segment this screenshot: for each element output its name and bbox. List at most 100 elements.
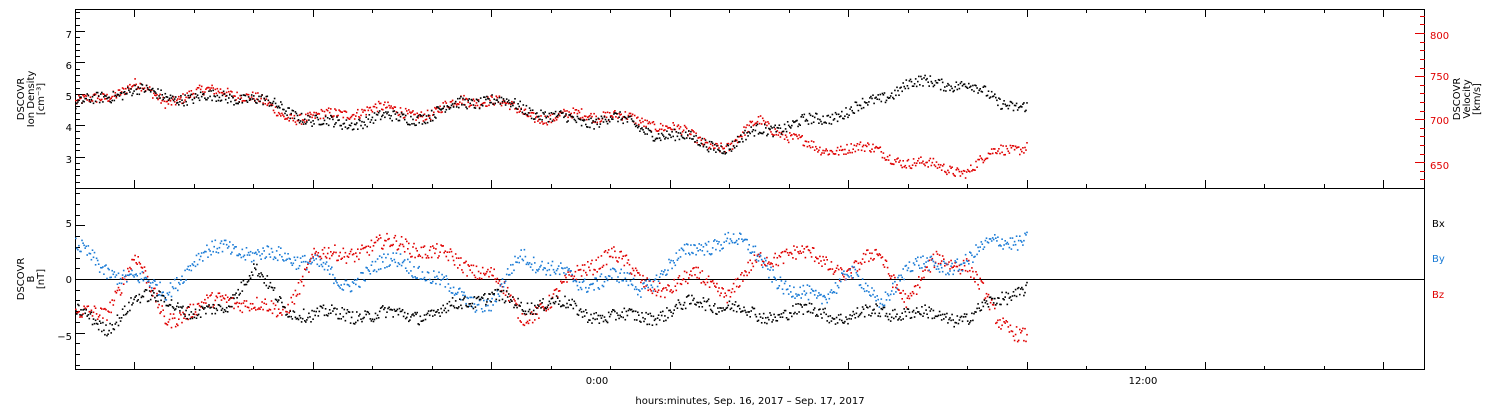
- bx-point: [772, 319, 774, 321]
- density-point: [313, 123, 315, 125]
- by-point: [218, 246, 221, 249]
- velocity-point: [615, 116, 617, 118]
- by-point: [571, 273, 573, 276]
- bz-point: [914, 285, 917, 287]
- by-point: [377, 268, 380, 271]
- density-point: [397, 119, 400, 122]
- velocity-point: [617, 117, 619, 119]
- bz-point: [987, 293, 990, 296]
- bx-point: [757, 319, 760, 322]
- velocity-point: [231, 91, 233, 93]
- density-point: [845, 107, 847, 109]
- by-point: [546, 269, 549, 272]
- by-point: [98, 271, 101, 273]
- by-point: [827, 293, 830, 295]
- by-point: [758, 253, 761, 256]
- bz-point: [574, 270, 577, 273]
- bx-point: [667, 316, 669, 319]
- by-point: [102, 266, 104, 268]
- bz-point: [83, 305, 85, 308]
- bz-point: [749, 259, 751, 262]
- velocity-point: [335, 109, 337, 112]
- bx-point: [203, 308, 205, 310]
- bx-point: [217, 304, 220, 306]
- bz-point: [645, 285, 647, 287]
- by-point: [997, 236, 999, 238]
- by-point: [774, 277, 776, 280]
- velocity-point: [184, 99, 186, 101]
- bx-point: [180, 306, 182, 308]
- bz-point: [735, 285, 738, 288]
- density-point: [735, 145, 738, 147]
- bz-point: [552, 293, 555, 295]
- bx-point: [169, 304, 172, 306]
- bx-point: [595, 312, 597, 314]
- velocity-point: [861, 145, 864, 148]
- velocity-point: [516, 111, 518, 114]
- bz-point: [531, 321, 534, 324]
- velocity-point: [565, 114, 567, 117]
- by-point: [762, 262, 765, 264]
- bx-point: [903, 308, 905, 310]
- bz-point: [665, 287, 667, 289]
- bx-point: [720, 307, 722, 309]
- by-point: [407, 258, 409, 261]
- density-point: [481, 104, 484, 107]
- by-point: [195, 254, 198, 257]
- bx-point: [1023, 294, 1025, 297]
- density-point: [665, 136, 667, 139]
- velocity-point: [434, 106, 436, 109]
- bx-point: [646, 323, 648, 326]
- bx-point: [787, 318, 790, 321]
- density-point: [491, 94, 493, 96]
- velocity-point: [163, 100, 166, 103]
- velocity-point: [541, 121, 543, 123]
- bz-point: [331, 254, 333, 257]
- bx-point: [432, 315, 434, 317]
- bx-point: [879, 315, 882, 318]
- bz-point: [112, 304, 115, 306]
- bx-point: [747, 311, 749, 313]
- by-point: [978, 250, 980, 252]
- density-point: [444, 111, 447, 113]
- density-point: [140, 83, 143, 85]
- bz-point: [570, 275, 572, 277]
- bx-point: [810, 303, 813, 305]
- bz-point: [506, 286, 509, 289]
- legend-by: By: [1432, 254, 1445, 265]
- velocity-point: [432, 114, 434, 116]
- bz-point: [248, 309, 251, 312]
- bz-point: [183, 317, 185, 319]
- velocity-point: [375, 106, 378, 109]
- density-point: [594, 120, 596, 123]
- by-point: [317, 255, 320, 257]
- velocity-point: [488, 104, 490, 107]
- bx-point: [696, 301, 698, 304]
- velocity-point: [106, 93, 108, 96]
- bx-point: [403, 311, 406, 314]
- velocity-point: [991, 152, 994, 155]
- density-point: [437, 106, 439, 108]
- by-point: [888, 299, 891, 301]
- density-point: [355, 123, 357, 126]
- bx-point: [989, 296, 992, 298]
- velocity-point: [197, 87, 200, 89]
- velocity-point: [279, 113, 281, 115]
- by-point: [951, 262, 953, 265]
- bz-point: [299, 279, 302, 281]
- velocity-point: [346, 116, 349, 119]
- bx-point: [555, 295, 558, 297]
- density-point: [548, 112, 551, 115]
- by-point: [592, 282, 594, 285]
- bz-point: [535, 306, 537, 308]
- density-point: [154, 91, 156, 93]
- by-point: [872, 293, 874, 296]
- by-point: [232, 244, 234, 246]
- by-point: [342, 289, 345, 291]
- bz-point: [743, 274, 745, 277]
- density-point: [997, 104, 999, 107]
- velocity-point: [804, 140, 807, 142]
- bx-point: [944, 313, 946, 316]
- by-point: [154, 280, 156, 282]
- velocity-point: [564, 110, 566, 112]
